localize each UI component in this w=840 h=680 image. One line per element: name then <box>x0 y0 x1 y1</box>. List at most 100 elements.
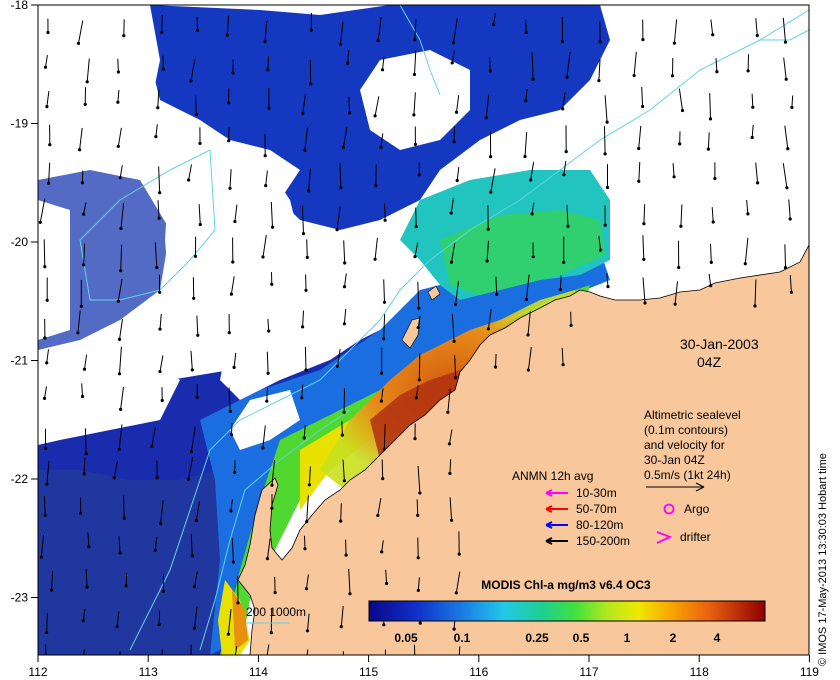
velocity-vector <box>159 313 162 330</box>
velocity-vector-head <box>412 113 416 117</box>
velocity-vector-head <box>339 519 343 523</box>
velocity-vector <box>188 164 192 181</box>
velocity-vector <box>381 540 384 552</box>
velocity-vector-head <box>189 79 193 83</box>
velocity-vector <box>44 386 47 399</box>
velocity-vector <box>336 349 341 367</box>
velocity-vector <box>46 460 50 485</box>
velocity-vector <box>604 95 608 123</box>
velocity-vector-head <box>122 516 126 520</box>
velocity-vector <box>154 536 158 551</box>
velocity-vector <box>48 162 51 184</box>
svg-text:drifter: drifter <box>680 530 711 544</box>
velocity-vector <box>417 315 421 328</box>
anmn-item-80-120m: 80-120m <box>545 518 623 532</box>
velocity-vector <box>306 649 309 655</box>
colorbar-tick-label: 0.05 <box>394 631 418 645</box>
velocity-vector-head <box>233 470 237 475</box>
velocity-vector-head <box>198 141 202 145</box>
velocity-vector <box>120 202 125 229</box>
velocity-vector <box>755 18 758 36</box>
velocity-vector-head <box>304 368 308 372</box>
velocity-vector <box>117 89 120 103</box>
velocity-vector <box>643 204 646 224</box>
velocity-vector-head <box>632 74 636 78</box>
velocity-vector <box>449 497 453 521</box>
velocity-vector-head <box>231 560 235 564</box>
velocity-vector-head <box>87 545 91 549</box>
velocity-vector <box>791 95 794 108</box>
svg-text:and velocity for: and velocity for <box>644 438 725 452</box>
velocity-vector-head <box>273 591 277 595</box>
velocity-vector-head <box>786 147 790 151</box>
velocity-vector-head <box>562 173 566 177</box>
y-axis: -18 -19 -20 -21 -22 -23 <box>11 0 38 605</box>
anmn-item-10-30m: 10-30m <box>545 486 617 500</box>
velocity-vector <box>789 275 792 293</box>
velocity-vector-head <box>83 102 87 106</box>
velocity-vector <box>266 387 268 402</box>
velocity-vector <box>267 56 269 70</box>
velocity-vector-head <box>380 371 384 375</box>
velocity-vector <box>304 535 306 549</box>
velocity-vector <box>451 243 456 263</box>
y-tick-label: -18 <box>11 0 29 12</box>
velocity-vector-head <box>450 61 454 65</box>
velocity-vector-head <box>709 260 713 264</box>
x-tick-label: 116 <box>469 665 488 679</box>
velocity-vector-head <box>38 220 42 224</box>
velocity-vector <box>79 127 83 150</box>
drifter-marker-icon <box>656 531 673 544</box>
velocity-vector-head <box>711 220 715 224</box>
svg-text:30-Jan 04Z: 30-Jan 04Z <box>644 453 705 467</box>
velocity-vector-head <box>228 409 232 413</box>
velocity-vector-head <box>530 212 534 216</box>
velocity-vector <box>638 161 641 182</box>
velocity-vector <box>453 126 456 142</box>
velocity-vector-head <box>342 410 346 414</box>
velocity-vector <box>710 19 714 35</box>
velocity-vector <box>566 51 571 78</box>
velocity-vector-head <box>159 668 162 671</box>
velocity-vector-head <box>39 555 44 559</box>
velocity-vector-head <box>339 186 343 190</box>
x-tick-label: 118 <box>690 665 709 679</box>
x-tick-label: 119 <box>800 665 819 679</box>
velocity-vector <box>642 277 646 304</box>
velocity-vector-head <box>416 325 420 330</box>
velocity-vector <box>301 384 304 398</box>
velocity-vector-head <box>119 226 123 230</box>
velocity-vector-head <box>414 225 418 229</box>
velocity-vector-head <box>486 227 490 231</box>
velocity-vector-head <box>641 104 645 109</box>
velocity-vector-head <box>267 329 271 333</box>
isobath-legend: 200 1000m <box>246 605 306 624</box>
velocity-vector-head <box>158 370 162 374</box>
velocity-vector-head <box>413 142 417 146</box>
velocity-vector-head <box>493 365 498 369</box>
velocity-vector-head <box>418 491 422 495</box>
velocity-vector <box>382 56 385 70</box>
velocity-vector <box>119 165 123 178</box>
velocity-vector-head <box>491 22 496 27</box>
velocity-vector-head <box>198 222 202 227</box>
velocity-vector-head <box>450 518 454 522</box>
velocity-vector <box>604 126 606 154</box>
velocity-vector <box>449 459 452 474</box>
velocity-vector <box>598 59 601 81</box>
x-tick-label: 114 <box>249 665 268 679</box>
velocity-vector-head <box>227 139 231 143</box>
velocity-vector-head <box>783 40 788 44</box>
plot-frame <box>37 4 810 656</box>
velocity-vector-head <box>569 323 573 328</box>
velocity-vector-head <box>116 299 120 303</box>
velocity-vector-head <box>116 100 120 104</box>
velocity-vector <box>455 571 461 593</box>
velocity-vector <box>709 93 711 119</box>
velocity-vector <box>641 86 644 107</box>
velocity-vector-head <box>526 368 531 372</box>
velocity-vector-head <box>155 265 159 270</box>
velocity-vector <box>413 644 416 655</box>
velocity-vector <box>340 503 342 522</box>
velocity-vector-head <box>47 181 51 185</box>
